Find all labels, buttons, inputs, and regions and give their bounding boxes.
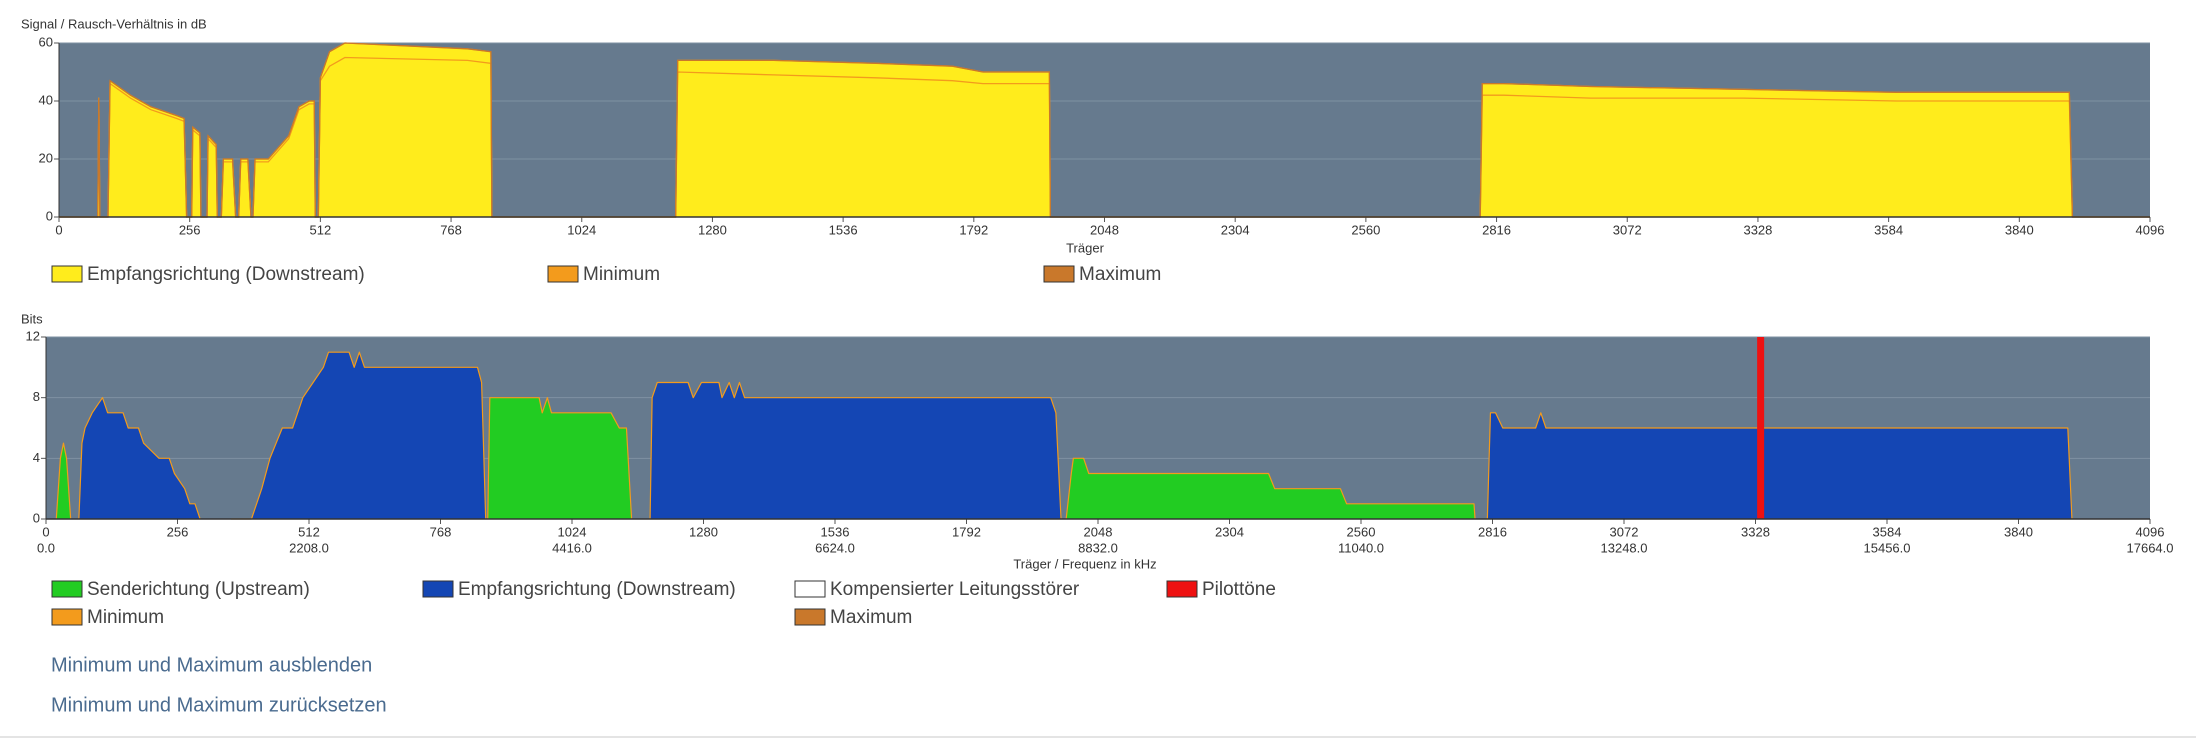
line: [59, 42, 2150, 218]
legend-label: Pilottöne: [1202, 579, 1276, 600]
x2-tick-label: 15456.0: [1864, 540, 1911, 555]
x-tick-label: 0: [42, 524, 49, 539]
y-tick-label: 60: [39, 34, 53, 49]
link-hide-minmax[interactable]: Minimum und Maximum ausblenden: [51, 654, 372, 676]
x-axis-label: Träger / Frequenz in kHz: [1013, 556, 1156, 571]
x-tick-label: 768: [430, 524, 452, 539]
x-tick-label: 3840: [2004, 524, 2033, 539]
legend-swatch: [51, 608, 83, 626]
x-tick-label: 3328: [1741, 524, 1770, 539]
x-tick-label: 1280: [698, 222, 727, 237]
x-tick-label: 2816: [1482, 222, 1511, 237]
x-tick-label: 3072: [1613, 222, 1642, 237]
pilot-tone: [1757, 337, 1765, 519]
x-tick-label: 512: [310, 222, 332, 237]
x-tick-label: 768: [440, 222, 462, 237]
legend-label: Maximum: [1079, 264, 1161, 285]
x-tick-label: 1792: [959, 222, 988, 237]
legend-swatch: [794, 580, 826, 598]
x-tick-label: 1536: [829, 222, 858, 237]
x-tick-label: 2048: [1090, 222, 1119, 237]
x2-tick-label: 11040.0: [1338, 540, 1384, 555]
y-tick-label: 0: [46, 208, 53, 223]
x-tick-label: 3328: [1743, 222, 1772, 237]
x-tick-label: 1536: [821, 524, 850, 539]
link-reset-minmax[interactable]: Minimum und Maximum zurücksetzen: [51, 694, 387, 716]
x-tick-label: 0: [55, 222, 62, 237]
x-tick-label: 1792: [952, 524, 981, 539]
x-tick-label: 2048: [1084, 524, 1113, 539]
legend-label: Maximum: [830, 607, 912, 628]
chart-title: Bits: [21, 311, 43, 326]
x-tick-label: 1280: [689, 524, 718, 539]
y-tick-label: 8: [33, 389, 40, 404]
x-tick-label: 256: [167, 524, 189, 539]
legend-label: Empfangsrichtung (Downstream): [87, 264, 365, 285]
area: [55, 397, 1476, 520]
y-tick-label: 4: [33, 450, 40, 465]
area: [78, 351, 2073, 520]
y-tick-label: 40: [39, 92, 53, 107]
legend-swatch: [794, 608, 826, 626]
x-tick-label: 2816: [1478, 524, 1507, 539]
x-tick-label: 2304: [1221, 222, 1250, 237]
x-tick-label: 2304: [1215, 524, 1244, 539]
x2-tick-label: 13248.0: [1601, 540, 1648, 555]
x-tick-label: 4096: [2136, 524, 2165, 539]
legend-label: Kompensierter Leitungsstörer: [830, 579, 1080, 600]
x2-tick-label: 17664.0: [2127, 540, 2174, 555]
legend-swatch: [51, 265, 83, 283]
x2-tick-label: 0.0: [37, 540, 55, 555]
legend-swatch: [547, 265, 579, 283]
x-tick-label: 256: [179, 222, 201, 237]
legend-swatch: [1166, 580, 1198, 598]
x-tick-label: 1024: [567, 222, 596, 237]
x-tick-label: 1024: [558, 524, 587, 539]
x-tick-label: 2560: [1347, 524, 1376, 539]
x-tick-label: 2560: [1351, 222, 1380, 237]
x-tick-label: 3840: [2005, 222, 2034, 237]
legend-swatch: [51, 580, 83, 598]
legend-label: Minimum: [87, 607, 164, 628]
legend-label: Minimum: [583, 264, 660, 285]
x2-tick-label: 2208.0: [289, 540, 329, 555]
chart-title: Signal / Rausch-Verhältnis in dB: [21, 16, 207, 31]
y-tick-label: 0: [33, 510, 40, 525]
x-tick-label: 512: [298, 524, 320, 539]
x2-tick-label: 4416.0: [552, 540, 592, 555]
x-axis-label: Träger: [1066, 240, 1104, 255]
x2-tick-label: 8832.0: [1078, 540, 1118, 555]
x-tick-label: 3584: [1874, 222, 1903, 237]
legend-swatch: [422, 580, 454, 598]
legend-label: Empfangsrichtung (Downstream): [458, 579, 736, 600]
y-tick-label: 20: [39, 150, 53, 165]
x2-tick-label: 6624.0: [815, 540, 855, 555]
x-tick-label: 4096: [2136, 222, 2165, 237]
x-tick-label: 3584: [1873, 524, 1902, 539]
y-tick-label: 12: [26, 328, 40, 343]
legend-label: Senderichtung (Upstream): [87, 579, 310, 600]
legend-swatch: [1043, 265, 1075, 283]
x-tick-label: 3072: [1610, 524, 1639, 539]
